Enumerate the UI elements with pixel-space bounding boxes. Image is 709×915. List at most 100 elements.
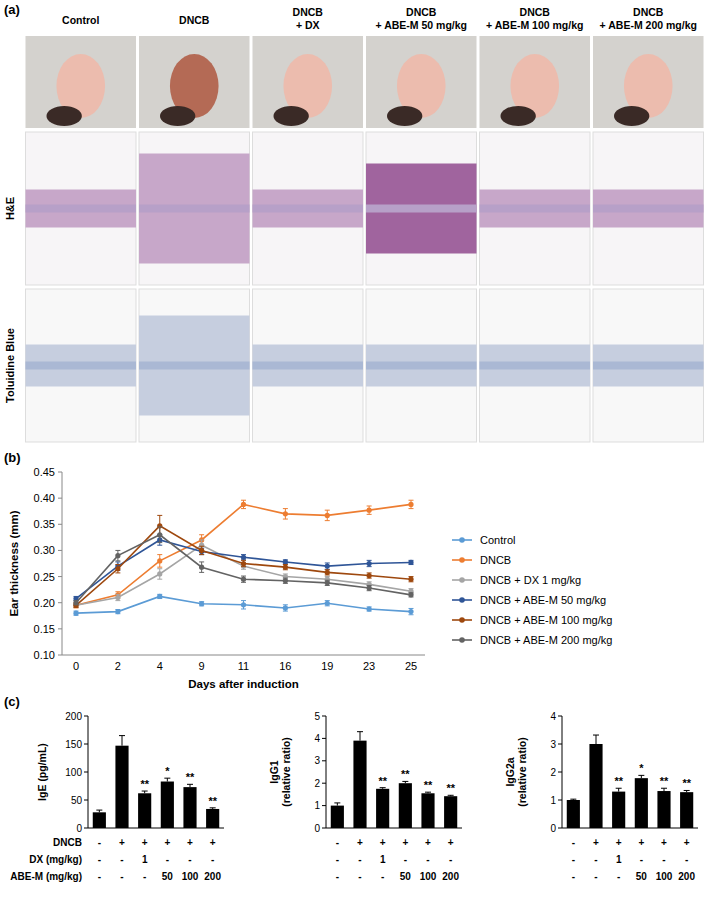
legend-marker xyxy=(459,637,465,643)
y-axis-title-line: IgG2a xyxy=(504,757,516,786)
tb-image xyxy=(480,289,591,442)
error-bar xyxy=(367,573,372,578)
y-tick xyxy=(558,800,562,801)
error-bar xyxy=(241,555,246,560)
error-bar xyxy=(157,555,162,568)
bar xyxy=(589,744,602,828)
y-tick xyxy=(558,744,562,745)
x-axis xyxy=(62,655,425,656)
condition-cell: - xyxy=(211,854,214,865)
condition-cell: - xyxy=(640,854,643,865)
y-tick-label: 0.15 xyxy=(34,623,55,635)
point xyxy=(408,577,413,582)
tb-tissue xyxy=(253,345,364,387)
he-cartilage xyxy=(593,205,704,213)
condition-cell: - xyxy=(572,837,575,848)
bar xyxy=(635,778,648,828)
significance: ** xyxy=(401,768,410,780)
y-tick xyxy=(58,576,62,577)
column-header: + ABE-M 100 mg/kg xyxy=(486,19,583,31)
point xyxy=(325,570,330,575)
he-image xyxy=(139,132,250,285)
legend-label: DNCB + ABE-M 200 mg/kg xyxy=(480,634,612,646)
y-tick xyxy=(84,772,88,773)
legend-label: Control xyxy=(480,534,515,546)
x-tick-label: 4 xyxy=(157,660,163,672)
y-tick-label: 0.20 xyxy=(34,597,55,609)
y-tick-label: 200 xyxy=(65,711,82,722)
he-image xyxy=(26,132,137,285)
error-bar xyxy=(409,500,414,508)
tb-image xyxy=(139,289,250,442)
figure: (a)ControlDNCBDNCB+ DXDNCB+ ABE-M 50 mg/… xyxy=(0,0,709,915)
significance: ** xyxy=(140,778,149,790)
bar xyxy=(567,800,580,828)
y-tick xyxy=(58,524,62,525)
he-tissue xyxy=(139,154,250,264)
y-axis-title: IgG1(relative ratio) xyxy=(268,737,292,806)
error-bar xyxy=(325,510,330,520)
condition-cell: - xyxy=(449,854,452,865)
legend-label: DNCB + ABE-M 50 mg/kg xyxy=(480,594,606,606)
error-bar xyxy=(142,791,148,793)
condition-cell: + xyxy=(448,837,454,848)
point xyxy=(367,561,372,566)
legend-label: DNCB + ABE-M 100 mg/kg xyxy=(480,614,612,626)
error-bar xyxy=(210,808,216,809)
y-tick xyxy=(558,828,562,829)
column-header: DNCB xyxy=(406,6,437,18)
column-header: + ABE-M 50 mg/kg xyxy=(375,19,467,31)
column-header: Control xyxy=(62,14,99,26)
y-tick-label: 0.35 xyxy=(34,518,55,530)
photo-eye xyxy=(387,106,422,126)
y-tick xyxy=(84,744,88,745)
error-bar xyxy=(199,562,204,572)
y-tick xyxy=(58,498,62,499)
error-bar xyxy=(119,736,125,746)
column-header: DNCB xyxy=(633,6,664,18)
legend-marker xyxy=(459,537,465,543)
error-bar xyxy=(570,799,576,801)
panel-label: (c) xyxy=(4,694,20,709)
condition-cell: - xyxy=(120,854,123,865)
he-image xyxy=(253,132,364,285)
error-bar xyxy=(367,506,372,514)
condition-cell: + xyxy=(638,837,644,848)
y-axis-title: IgE (pg/mL) xyxy=(36,743,48,801)
tb-image xyxy=(593,289,704,442)
y-tick-label: 0 xyxy=(550,823,556,834)
error-bar xyxy=(283,578,288,583)
photo xyxy=(253,36,364,128)
y-tick-label: 0.30 xyxy=(34,544,55,556)
condition-cell: - xyxy=(143,871,146,882)
point xyxy=(73,611,78,616)
y-tick xyxy=(58,628,62,629)
y-tick-label: 4 xyxy=(314,733,320,744)
y-axis xyxy=(326,716,327,828)
photo xyxy=(593,36,704,128)
he-cartilage xyxy=(26,205,137,213)
y-tick-label: 2 xyxy=(314,778,320,789)
point xyxy=(367,585,372,590)
condition-cell: + xyxy=(380,837,386,848)
photo xyxy=(139,36,250,128)
significance: * xyxy=(165,765,170,777)
series-line xyxy=(76,540,411,599)
he-image xyxy=(593,132,704,285)
photo-eye xyxy=(46,106,81,126)
condition-cell: - xyxy=(336,871,339,882)
point xyxy=(408,592,413,597)
error-bar xyxy=(409,593,414,597)
condition-cell: + xyxy=(357,837,363,848)
photo xyxy=(480,36,591,128)
significance: ** xyxy=(682,777,691,789)
legend-marker xyxy=(459,617,465,623)
condition-cell: - xyxy=(594,871,597,882)
condition-cell: 50 xyxy=(162,871,174,882)
bar xyxy=(331,806,344,828)
bar xyxy=(444,796,457,828)
point xyxy=(325,601,330,606)
y-tick xyxy=(322,805,326,806)
condition-cell: 50 xyxy=(636,871,648,882)
y-axis-title-line: IgG1 xyxy=(268,760,280,783)
